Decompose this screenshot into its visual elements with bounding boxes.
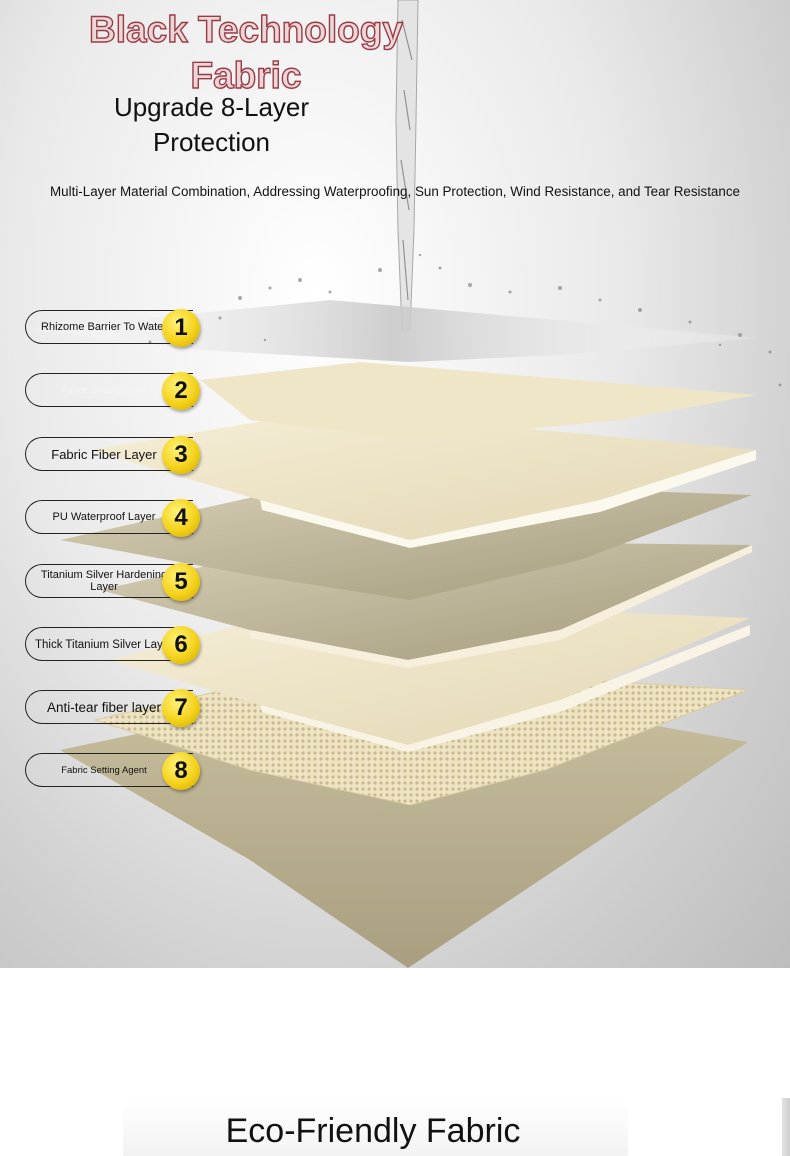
layer-label-text: Titanium Silver Hardening Layer <box>40 569 168 593</box>
layer-label-text: Thick Titanium Silver Layer <box>34 638 174 651</box>
page-title: Black Technology <box>88 8 403 50</box>
label-pill-outline <box>25 500 193 534</box>
layer-number-badge: 8 <box>162 752 200 790</box>
layer-label-2: Fabric Dyeing Layer 2 <box>25 372 201 410</box>
layer-number-badge: 5 <box>162 563 200 601</box>
layer-label-text: PU Waterproof Layer <box>52 511 156 524</box>
label-pill-outline <box>25 564 193 598</box>
tagline: Multi-Layer Material Combination, Addres… <box>50 184 740 199</box>
layer-number-badge: 7 <box>162 689 200 727</box>
label-pill-outline <box>25 627 193 661</box>
layer-label-4: PU Waterproof Layer 4 <box>25 499 201 537</box>
layer-number-badge: 3 <box>162 436 200 474</box>
layer-label-text: Rhizome Barrier To Water <box>41 321 167 334</box>
layer-label-6: Thick Titanium Silver Layer 6 <box>25 626 201 664</box>
fabric-layers-illustration <box>30 0 782 968</box>
page-title-line-2: Fabric <box>190 54 302 96</box>
section-title: Eco-Friendly Fabric <box>225 1112 521 1150</box>
layer-number-badge: 1 <box>162 309 200 347</box>
layer-label-5: Titanium Silver Hardening Layer 5 <box>25 563 201 601</box>
layer-number-badge: 4 <box>162 499 200 537</box>
next-image-edge <box>782 1098 790 1156</box>
layer-label-text: Fabric Dyeing Layer <box>61 385 147 397</box>
subtitle: Upgrade 8-Layer Protection <box>113 92 310 157</box>
layer-number-badge: 6 <box>162 626 200 664</box>
layer-number-badge: 2 <box>162 372 200 410</box>
layer-3-sheet <box>90 410 756 540</box>
label-pill-outline <box>25 753 193 787</box>
label-pill-outline <box>25 690 193 724</box>
layer-label-text: Fabric Setting Agent <box>61 765 147 777</box>
layer-label-1: Rhizome Barrier To Water 1 <box>25 309 201 347</box>
section-banner <box>123 1100 628 1156</box>
label-pill-outline <box>25 437 193 471</box>
layer-label-text: Fabric Fiber Layer <box>51 447 157 463</box>
label-pill-outline <box>25 310 193 344</box>
layer-label-3: Fabric Fiber Layer 3 <box>25 436 201 474</box>
layer-label-8: Fabric Setting Agent 8 <box>25 752 201 790</box>
layer-label-7: Anti-tear fiber layer 7 <box>25 689 201 727</box>
hero-banner: Black Technology Fabric Upgrade 8-Layer … <box>0 0 790 968</box>
layer-2-sheet <box>200 362 756 440</box>
layer-label-text: Anti-tear fiber layer <box>46 699 162 715</box>
layer-1-water-film <box>30 300 758 362</box>
label-pill-outline <box>25 373 193 407</box>
